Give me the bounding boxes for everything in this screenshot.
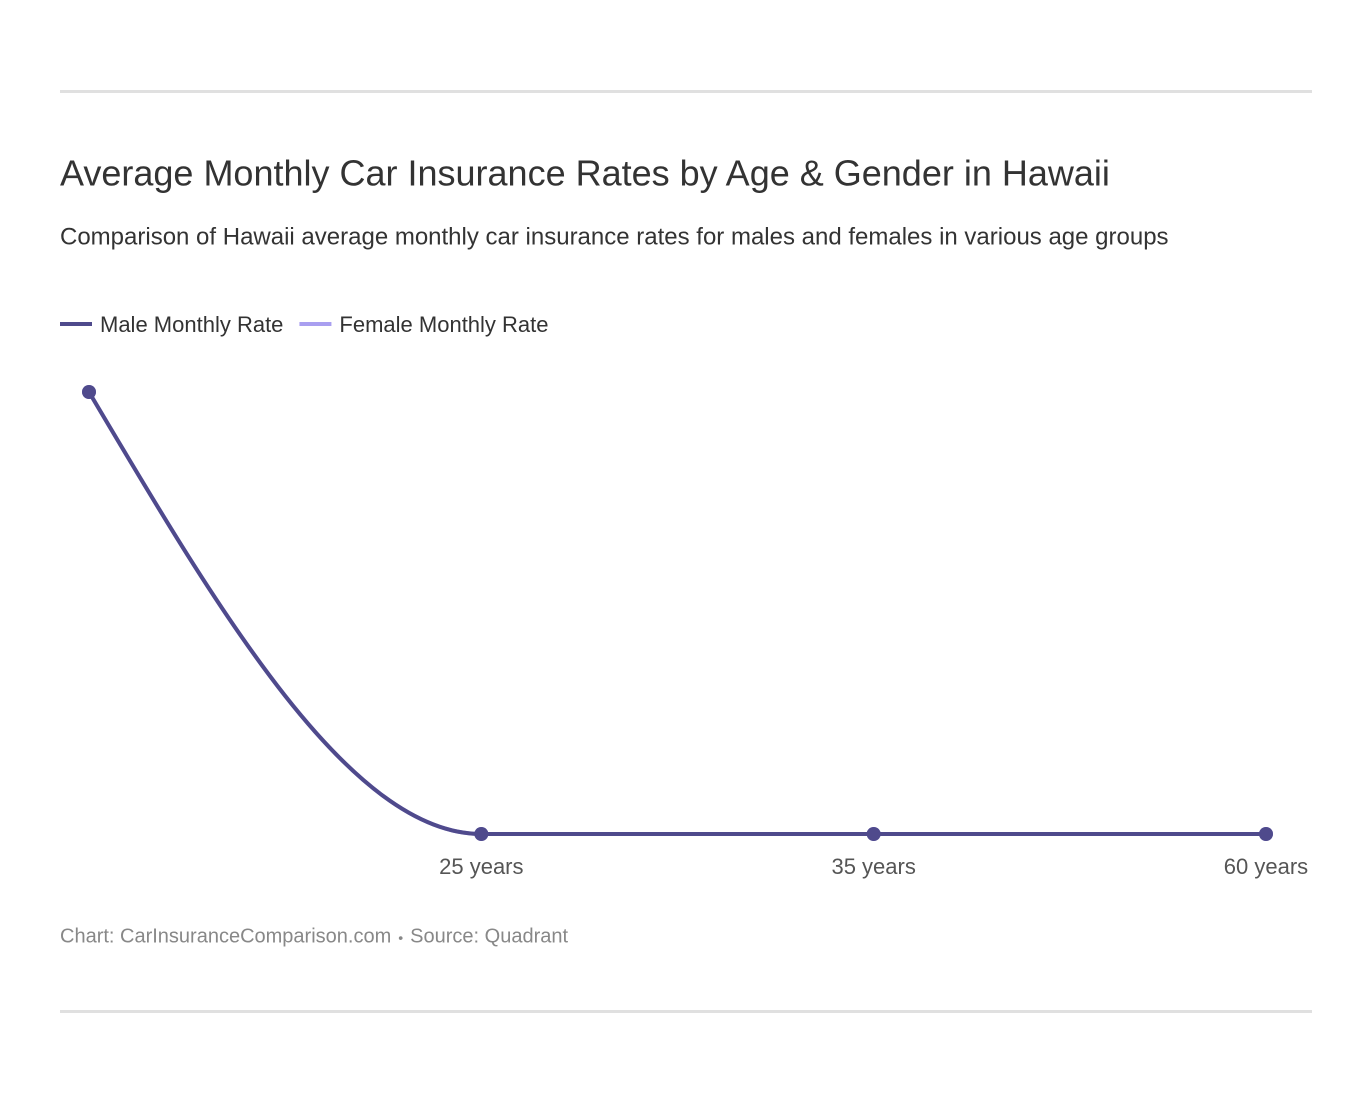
point: [866, 827, 881, 841]
line: [87, 390, 1266, 837]
footer-credit: Chart: CarInsuranceComparison.com: [60, 925, 391, 947]
legend: Male Monthly Rate Female Monthly Rate: [60, 312, 549, 337]
chart-title: Average Monthly Car Insurance Rates by A…: [60, 153, 1110, 194]
point: [82, 385, 96, 399]
footer-separator: •: [398, 930, 403, 946]
point: [474, 827, 489, 841]
x-tick-label: 60 years: [1224, 854, 1308, 879]
chart-subtitle: Comparison of Hawaii average monthly car…: [60, 223, 1169, 250]
x-tick-label: 25 years: [439, 854, 523, 879]
footer-source: Source: Quadrant: [410, 925, 568, 947]
point: [1259, 827, 1273, 841]
legend-label: Female Monthly Rate: [339, 312, 548, 337]
line: [87, 390, 1266, 837]
plot-area: 25 years 35 years 60 years: [82, 385, 1308, 879]
x-tick-label: 35 years: [831, 854, 915, 879]
legend-label: Male Monthly Rate: [100, 312, 283, 337]
